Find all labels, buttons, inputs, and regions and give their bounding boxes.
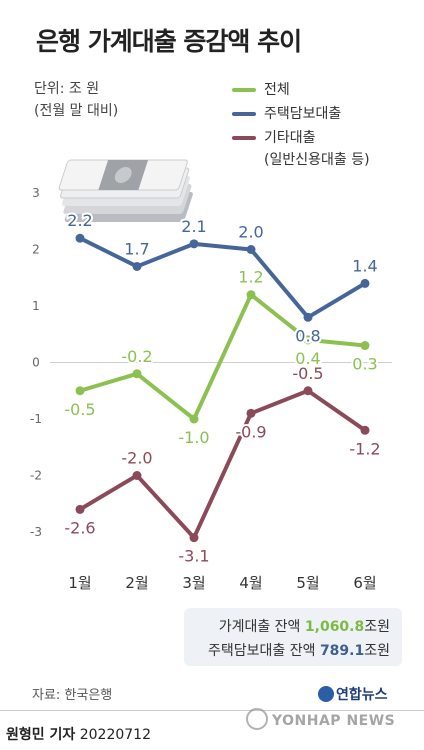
data-label: 1.2 [238, 268, 263, 287]
data-label: -0.5 [292, 364, 323, 383]
data-label: 2.2 [67, 211, 92, 230]
household-balance-label: 가계대출 잔액 [218, 619, 301, 635]
data-label: -0.2 [121, 347, 152, 366]
y-tick-label: 0 [32, 356, 40, 370]
legend-label-other: 기타대출 [264, 130, 316, 146]
legend-label-mortgage: 주택담보대출 [264, 106, 342, 122]
yonhap-logo: 연합뉴스 [318, 684, 388, 704]
data-point [132, 261, 142, 271]
legend-item-total: 전체 [232, 78, 370, 102]
data-label: 1.7 [124, 239, 149, 258]
data-label: -2.6 [64, 518, 95, 537]
data-label: 0.3 [352, 355, 377, 374]
data-point [303, 335, 313, 345]
x-axis: 1월 2월 3월 4월 5월 6월 [68, 574, 376, 592]
watermark: YONHAP NEWS [246, 708, 395, 730]
legend-sublabel-other: (일반신용대출 등) [264, 152, 370, 168]
household-balance-value: 1,060.8 [304, 619, 365, 635]
data-label: 0.4 [295, 349, 320, 368]
data-point [75, 233, 85, 243]
data-point [303, 386, 313, 396]
money-stack-icon [58, 159, 193, 222]
series-line [78, 388, 367, 540]
data-label: -0.9 [235, 422, 266, 441]
data-point [246, 408, 256, 418]
household-balance-line: 가계대출 잔액 1,060.8조원 [219, 616, 390, 636]
x-tick-label: 6월 [353, 574, 376, 592]
x-tick-label: 4월 [239, 574, 262, 592]
legend-item-mortgage: 주택담보대출 [232, 102, 370, 126]
y-tick-label: -1 [30, 412, 42, 426]
data-point [75, 386, 85, 396]
data-label: 0.8 [295, 326, 320, 345]
legend-item-other: 기타대출 [232, 126, 370, 150]
data-label: -2.0 [121, 449, 152, 468]
y-tick-label: -2 [30, 469, 42, 483]
data-point [75, 504, 85, 514]
series-layer: -0.5-0.2-1.01.20.4 0.32.21.72.1 2.00.81.4-… [62, 209, 382, 568]
data-point [189, 533, 199, 543]
x-tick-label: 2월 [125, 574, 148, 592]
watermark-icon [246, 708, 268, 730]
data-point [132, 369, 142, 379]
mortgage-balance-label: 주택담보대출 잔액 [207, 643, 316, 659]
mortgage-balance-line: 주택담보대출 잔액 789.1조원 [208, 640, 390, 660]
source-note: 자료: 한국은행 [32, 688, 113, 703]
mortgage-balance-value: 789.1 [319, 643, 365, 659]
publish-date: 20220712 [79, 727, 151, 743]
series-line [78, 292, 367, 421]
data-point [360, 278, 370, 288]
yonhap-logo-icon [318, 686, 334, 702]
unit-note: 단위: 조 원 (전월 말 대비) [34, 78, 118, 122]
y-axis: 3 2 1 0 -1 -2 -3 [30, 186, 42, 539]
chart-legend: 전체 주택담보대출 기타대출 (일반신용대출 등) [232, 78, 370, 170]
yonhap-logo-text: 연합뉴스 [336, 687, 388, 703]
footer-divider [0, 710, 424, 711]
data-point [132, 471, 142, 480]
series-1: 2.2 1.7 2.1 2.0 0.8 1.4 [65, 209, 379, 347]
data-label: 2.0 [238, 223, 263, 242]
data-point [360, 425, 370, 435]
y-tick-label: 3 [32, 186, 40, 200]
watermark-text: YONHAP NEWS [272, 713, 396, 729]
series-0: -0.5 -0.2 -1.0 1.2 0.4 0.3 [62, 266, 379, 449]
data-label: -0.5 [64, 400, 95, 419]
data-point [360, 341, 370, 351]
balance-summary: 가계대출 잔액 1,060.8조원 주택담보대출 잔액 789.1조원 [184, 608, 402, 666]
data-point [246, 245, 256, 254]
x-tick-label: 3월 [182, 574, 205, 592]
data-label: -1.0 [178, 428, 209, 447]
y-tick-label: 1 [32, 299, 40, 313]
data-point [189, 414, 199, 424]
x-tick-label: 1월 [68, 574, 91, 592]
data-label: -3.1 [178, 547, 209, 566]
unit-label: 단위: 조 원 [34, 81, 100, 97]
data-label: 2.1 [181, 217, 206, 236]
data-point [303, 312, 313, 322]
x-tick-label: 5월 [296, 574, 319, 592]
author-name: 원형민 기자 [6, 727, 76, 743]
byline: 원형민 기자 20220712 [6, 724, 151, 744]
legend-label-total: 전체 [264, 82, 290, 98]
household-balance-unit: 조원 [364, 619, 390, 635]
y-tick-label: -3 [30, 525, 42, 539]
series-2: -2.6 -2.0 -3.1 -0.9 -0.5 -1.2 [62, 362, 382, 568]
series-line [78, 236, 367, 320]
data-point [246, 290, 256, 300]
legend-swatch-mortgage [232, 112, 256, 116]
data-label: 1.4 [352, 256, 377, 275]
legend-swatch-other [232, 136, 256, 140]
basis-label: (전월 말 대비) [34, 103, 119, 119]
mortgage-balance-unit: 조원 [364, 643, 390, 659]
legend-swatch-total [232, 88, 256, 92]
data-label: -1.2 [349, 439, 380, 458]
page-title: 은행 가계대출 증감액 추이 [36, 27, 302, 56]
data-point [189, 239, 199, 249]
y-tick-label: 2 [32, 243, 40, 257]
